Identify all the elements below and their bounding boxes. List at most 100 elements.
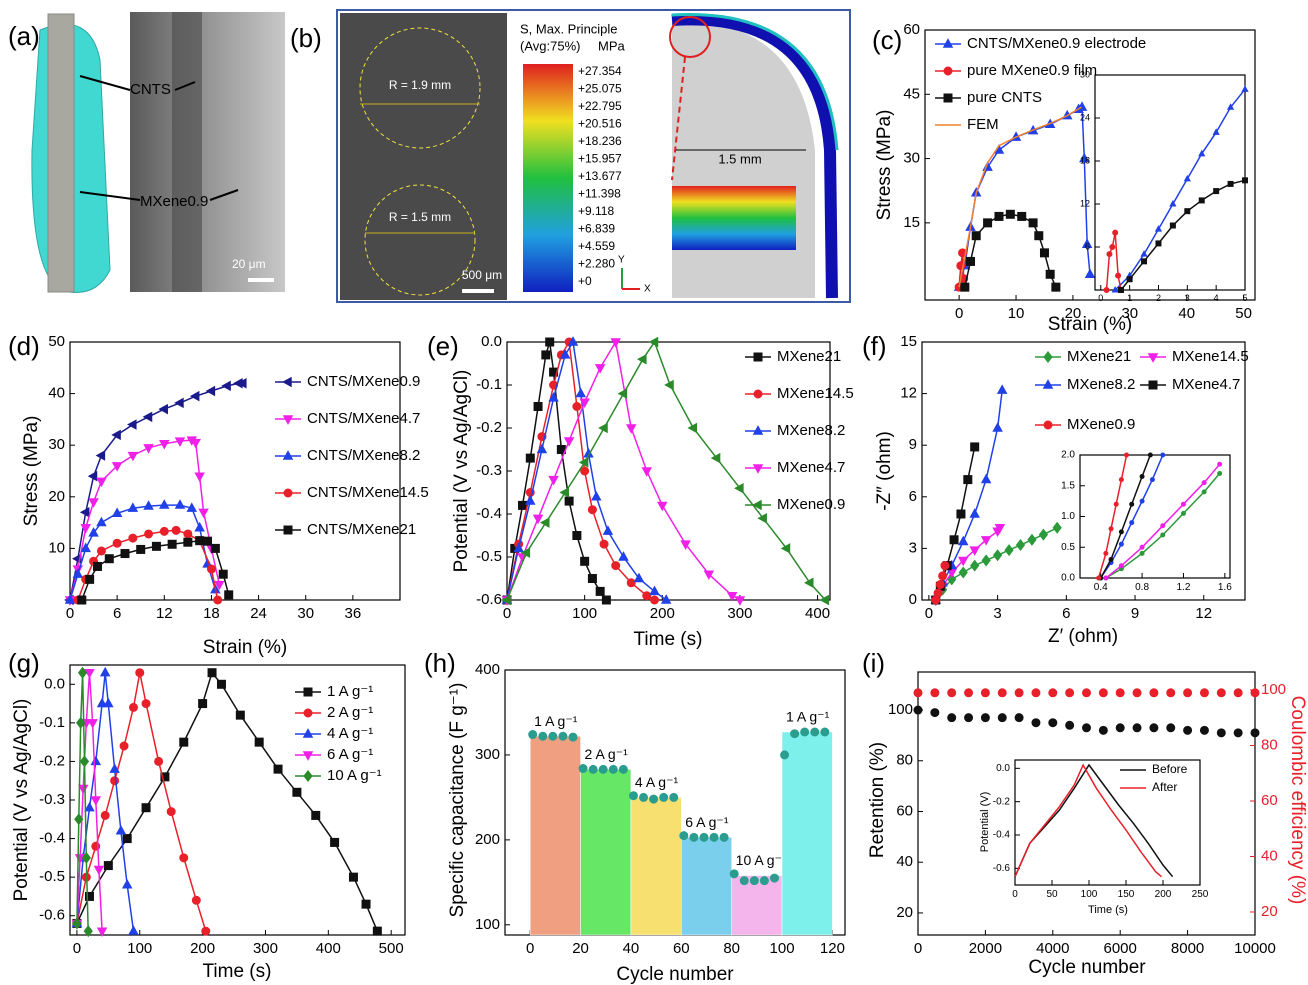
marker bbox=[1216, 688, 1226, 698]
marker bbox=[1103, 550, 1109, 556]
colorbar-label: +15.957 bbox=[578, 152, 622, 166]
x-tick-label: 50 bbox=[1235, 305, 1252, 322]
y-tick-label: 40 bbox=[896, 853, 913, 870]
marker bbox=[218, 569, 228, 579]
colorbar-label: +27.354 bbox=[578, 64, 622, 78]
y-tick-label: -0.1 bbox=[39, 714, 65, 731]
marker bbox=[994, 524, 1006, 534]
marker bbox=[1233, 688, 1243, 698]
y-axis-label: Specific capacitance (F g⁻¹) bbox=[447, 683, 468, 918]
zoom-inset bbox=[672, 186, 796, 250]
legend-label: pure MXene0.9 film bbox=[967, 62, 1097, 79]
marker bbox=[572, 402, 582, 411]
marker bbox=[115, 825, 127, 835]
y-tick-label: 15 bbox=[903, 214, 920, 231]
marker bbox=[1004, 544, 1014, 557]
marker bbox=[940, 561, 950, 571]
marker bbox=[1108, 557, 1114, 563]
marker bbox=[216, 679, 226, 689]
marker bbox=[1139, 550, 1145, 556]
y-tick-label: 0 bbox=[909, 591, 917, 608]
y-tick-label: 20 bbox=[896, 904, 913, 921]
x-tick-label: 6 bbox=[113, 605, 121, 622]
marker bbox=[970, 442, 980, 452]
marker bbox=[1154, 225, 1163, 232]
x-tick-label: 0 bbox=[1012, 889, 1018, 900]
marker bbox=[970, 559, 980, 572]
marker bbox=[1242, 177, 1248, 184]
scale-label: 500 μm bbox=[462, 268, 502, 282]
marker bbox=[650, 595, 660, 605]
marker bbox=[580, 466, 590, 476]
marker bbox=[103, 861, 113, 871]
marker bbox=[548, 392, 559, 402]
arrow bbox=[79, 191, 141, 201]
scale-bar bbox=[248, 278, 274, 282]
y-tick-label: 30 bbox=[48, 436, 65, 453]
marker bbox=[1169, 222, 1176, 229]
arrow bbox=[174, 81, 196, 91]
bar bbox=[781, 731, 833, 936]
x-tick-label: 300 bbox=[253, 940, 278, 957]
x-tick-label: 0 bbox=[925, 605, 933, 622]
marker bbox=[109, 763, 120, 773]
marker bbox=[641, 467, 653, 477]
marker bbox=[1113, 501, 1119, 507]
marker bbox=[128, 533, 138, 543]
marker bbox=[1065, 688, 1075, 698]
marker bbox=[80, 542, 91, 553]
marker bbox=[563, 437, 575, 447]
sem-image bbox=[130, 12, 285, 292]
legend-label: CNTS/MXene8.2 bbox=[307, 447, 420, 464]
panel-label: (c) bbox=[872, 25, 902, 55]
x-tick-label: 0 bbox=[66, 605, 74, 622]
triad-label: X bbox=[644, 284, 651, 295]
triad-label: Y bbox=[618, 255, 625, 266]
marker bbox=[992, 422, 1003, 432]
fem-shell-outer bbox=[671, 12, 839, 151]
marker bbox=[980, 473, 992, 484]
marker bbox=[159, 499, 170, 509]
x-tick-label: 100 bbox=[127, 940, 152, 957]
marker bbox=[949, 535, 959, 545]
marker bbox=[595, 586, 605, 596]
y-tick-label: 0.0 bbox=[481, 333, 502, 350]
marker bbox=[536, 443, 548, 454]
marker bbox=[1014, 688, 1024, 698]
y-tick-label: 0.0 bbox=[1061, 573, 1075, 584]
legend-label: CNTS/MXene4.7 bbox=[307, 410, 420, 427]
arrow bbox=[79, 75, 131, 91]
colorbar-label: +18.236 bbox=[578, 134, 622, 148]
marker bbox=[933, 588, 943, 598]
y-tick-label: 200 bbox=[475, 831, 500, 848]
marker bbox=[144, 529, 154, 539]
series-line bbox=[1114, 88, 1246, 291]
marker bbox=[930, 708, 940, 718]
y-tick-label: 9 bbox=[909, 436, 917, 453]
marker bbox=[780, 543, 791, 554]
x-axis-label: Time (s) bbox=[1088, 904, 1128, 916]
marker bbox=[303, 769, 313, 783]
marker bbox=[1115, 688, 1125, 698]
marker bbox=[205, 385, 216, 397]
x-tick-label: 250 bbox=[1192, 889, 1209, 900]
marker bbox=[618, 551, 629, 561]
x-axis-label: Strain (%) bbox=[1048, 314, 1132, 335]
sem-layer bbox=[172, 12, 202, 292]
y2-tick-label: 80 bbox=[1261, 736, 1278, 753]
x-axis-label: Cycle number bbox=[1028, 957, 1146, 978]
x-tick-label: 100 bbox=[770, 940, 795, 957]
y-tick-label: 20 bbox=[48, 488, 65, 505]
marker bbox=[1184, 208, 1191, 215]
y-tick-label: 0.5 bbox=[1061, 542, 1075, 553]
marker bbox=[679, 831, 689, 841]
marker bbox=[1212, 128, 1220, 135]
marker bbox=[1005, 209, 1015, 219]
marker bbox=[617, 388, 628, 399]
x-tick-label: 1 bbox=[1127, 293, 1132, 303]
marker bbox=[1250, 728, 1260, 738]
marker bbox=[77, 666, 88, 679]
marker bbox=[237, 378, 247, 389]
x-tick-label: 120 bbox=[820, 940, 845, 957]
y-tick-label: -0.4 bbox=[39, 830, 65, 847]
